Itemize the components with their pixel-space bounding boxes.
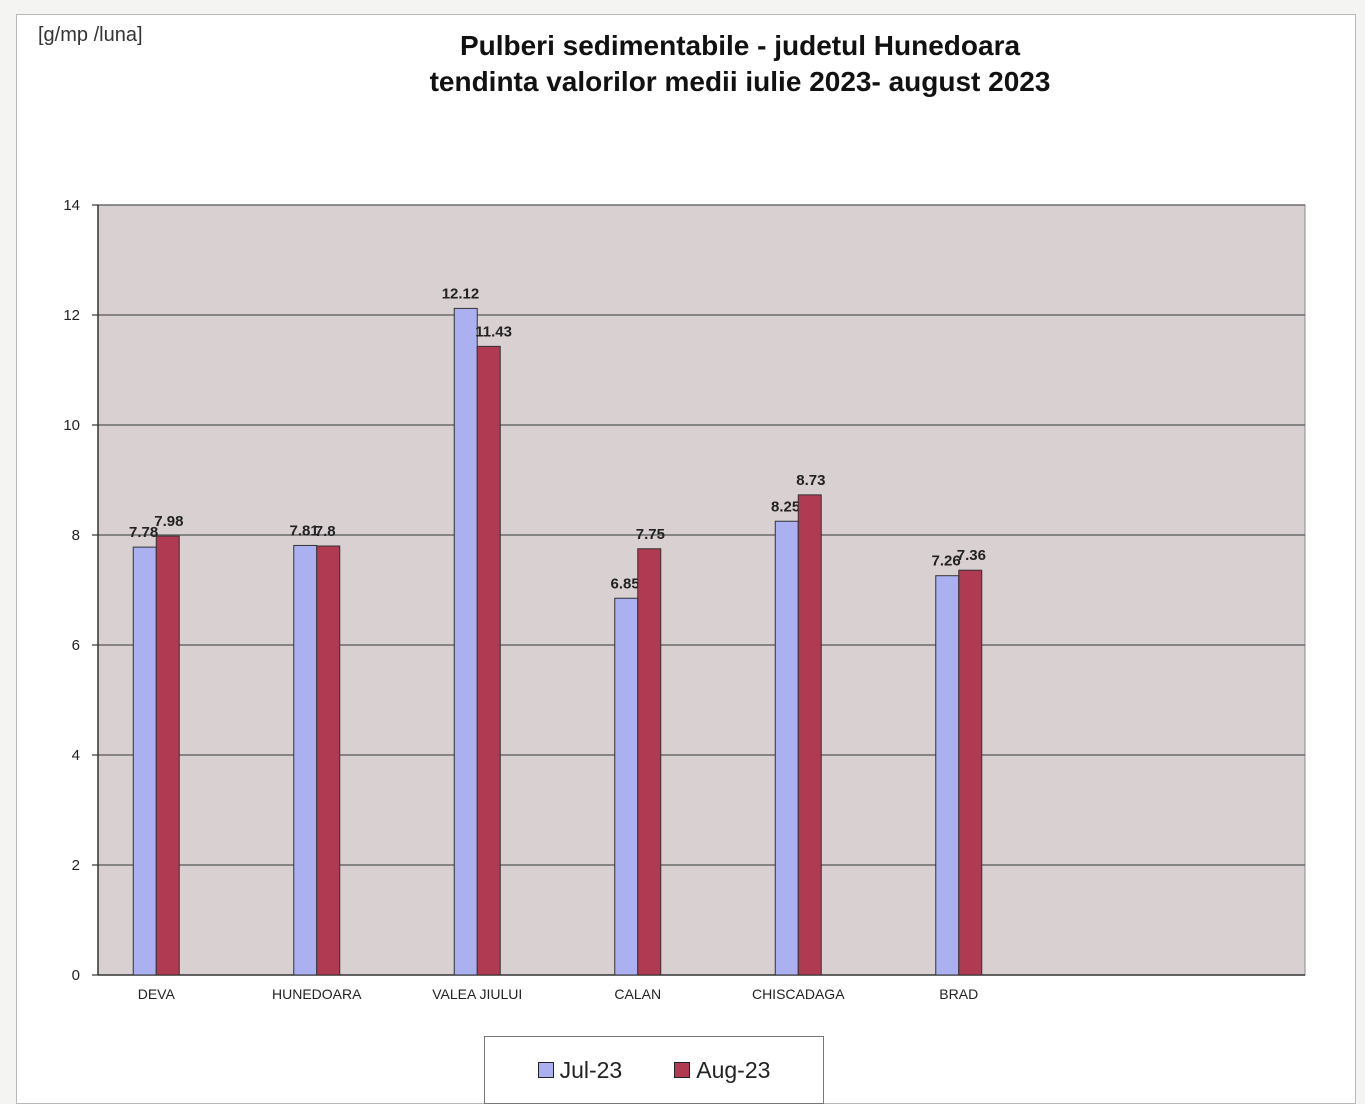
x-category-label: VALEA JIULUI [432, 986, 522, 1002]
legend-swatch-jul [537, 1062, 554, 1078]
legend: Jul-23 Aug-23 [484, 1036, 824, 1104]
data-label: 7.81 [290, 522, 319, 539]
data-label: 7.75 [636, 526, 665, 543]
y-tick-label: 2 [72, 857, 80, 874]
plot-area [97, 204, 1306, 976]
bar-aug-23-chiscadaga [797, 494, 822, 976]
y-tick-label: 0 [72, 967, 80, 984]
data-label: 7.8 [315, 523, 336, 540]
bar-aug-23-valea-jiului [476, 345, 501, 976]
y-axis-unit-label: [g/mp /luna] [38, 24, 143, 46]
x-category-label: CHISCADAGA [752, 986, 845, 1002]
legend-swatch-aug [674, 1062, 691, 1078]
data-label: 7.26 [932, 553, 961, 570]
x-category-label: BRAD [939, 986, 978, 1002]
y-tick-label: 8 [72, 527, 80, 544]
bar-aug-23-brad [958, 569, 983, 976]
legend-item-aug: Aug-23 [674, 1057, 770, 1084]
bar-jul-23-calan [614, 597, 639, 976]
bar-jul-23-hunedoara [293, 544, 318, 976]
chart-title-line-2: tendinta valorilor medii iulie 2023- aug… [429, 66, 1051, 97]
y-tick-label: 10 [63, 417, 80, 434]
data-label: 8.25 [771, 498, 800, 515]
data-label: 7.36 [957, 547, 986, 564]
x-category-label: DEVA [138, 986, 176, 1002]
data-label: 7.98 [154, 513, 183, 530]
bar-aug-23-deva [155, 535, 180, 976]
legend-label-aug: Aug-23 [696, 1056, 771, 1083]
chart-title: Pulberi sedimentabile - judetul Hunedoar… [300, 28, 1180, 100]
y-tick-label: 4 [72, 747, 80, 764]
legend-label-jul: Jul-23 [559, 1056, 623, 1083]
bar-aug-23-hunedoara [316, 545, 341, 976]
y-tick-label: 6 [72, 637, 80, 654]
bar-jul-23-chiscadaga [774, 520, 799, 976]
data-label: 8.73 [796, 472, 825, 489]
bar-jul-23-brad [935, 575, 960, 976]
y-tick-label: 14 [63, 197, 80, 214]
y-tick-label: 12 [63, 307, 80, 324]
data-label: 6.85 [611, 575, 640, 592]
x-category-label: HUNEDOARA [272, 986, 362, 1002]
chart-title-line-1: Pulberi sedimentabile - judetul Hunedoar… [459, 30, 1021, 61]
data-label: 11.43 [475, 323, 512, 340]
bar-jul-23-valea-jiului [453, 307, 478, 976]
bar-aug-23-calan [637, 548, 662, 976]
x-category-label: CALAN [614, 986, 661, 1002]
bar-jul-23-deva [132, 546, 157, 976]
legend-item-jul: Jul-23 [537, 1056, 623, 1084]
data-label: 12.12 [442, 285, 480, 302]
data-label: 7.78 [129, 524, 158, 541]
